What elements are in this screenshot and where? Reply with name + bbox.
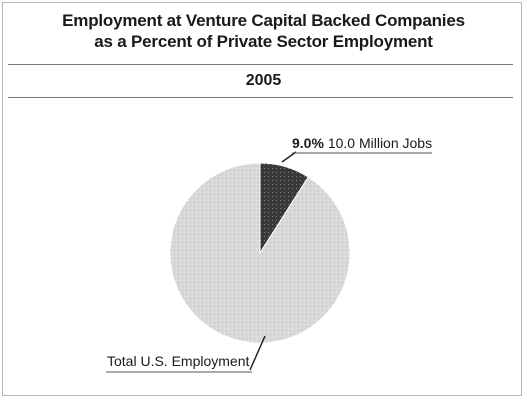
title-divider <box>8 64 513 65</box>
pie-slice-total-texture <box>170 163 351 343</box>
vc-slice-label: 9.0% 10.0 Million Jobs <box>292 135 432 151</box>
chart-title-line-1: Employment at Venture Capital Backed Com… <box>62 11 465 30</box>
vc-leader-line <box>281 151 297 163</box>
year-divider <box>8 97 513 98</box>
chart-year: 2005 <box>245 72 282 89</box>
total-leader-line <box>249 335 266 371</box>
total-slice-label: Total U.S. Employment <box>107 353 250 369</box>
chart-title-line-2: as a Percent of Private Sector Employmen… <box>94 32 433 51</box>
vc-percent-label: 9.0% <box>292 135 324 151</box>
chart-title: Employment at Venture Capital Backed Com… <box>0 10 527 52</box>
chart-frame <box>2 2 522 396</box>
pie-slice-vc-texture <box>260 163 309 253</box>
vc-jobs-label: 10.0 Million Jobs <box>327 135 433 151</box>
